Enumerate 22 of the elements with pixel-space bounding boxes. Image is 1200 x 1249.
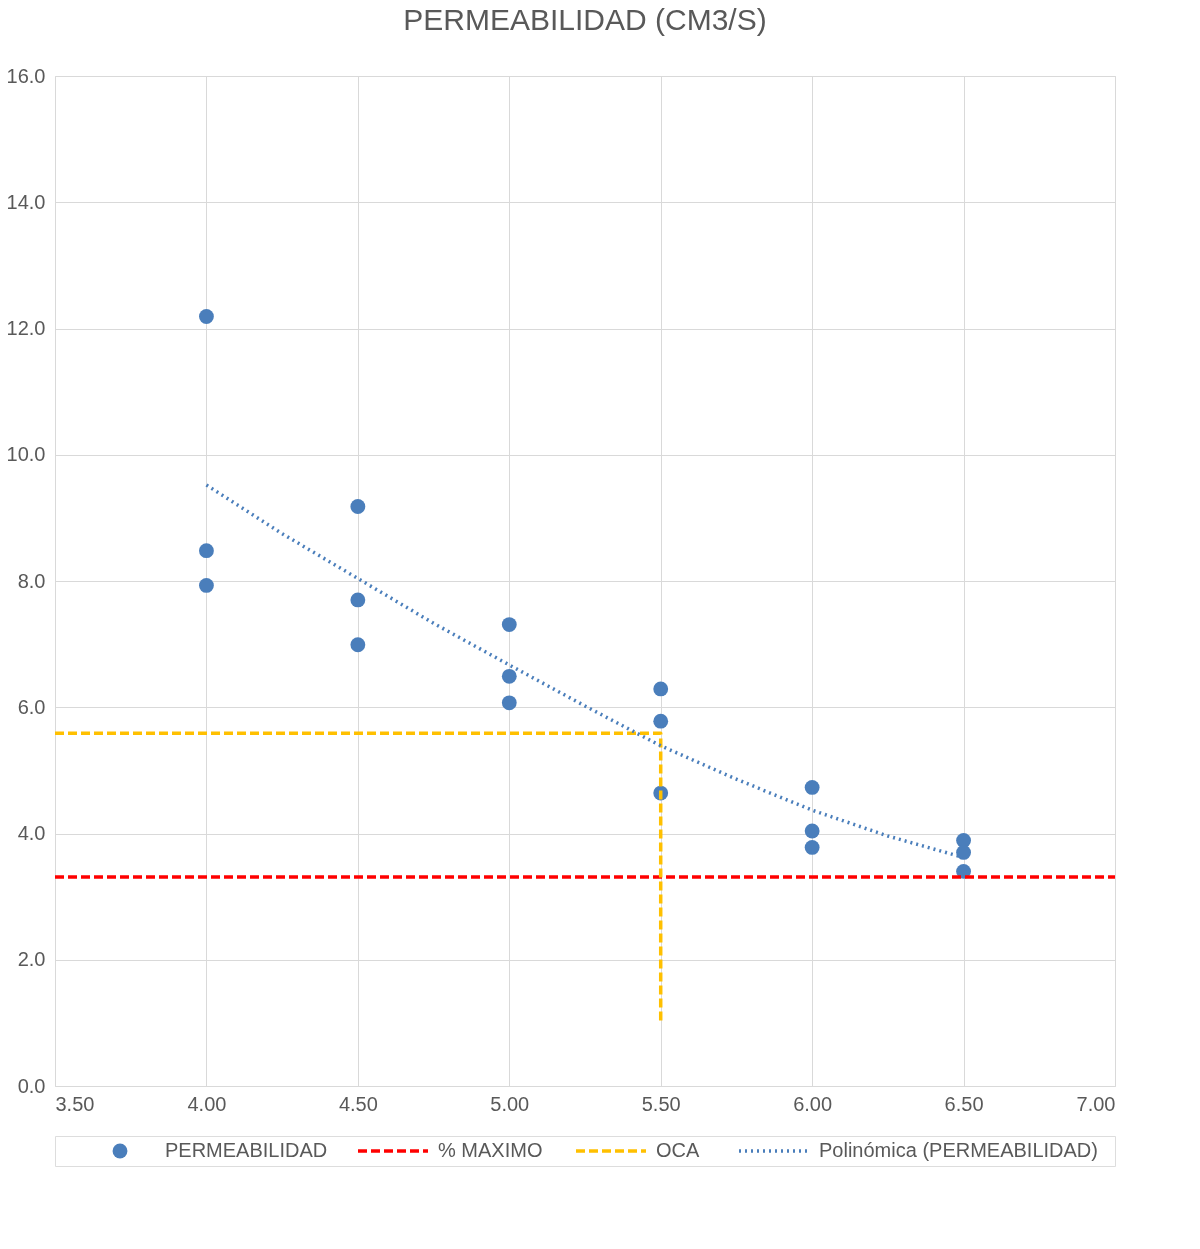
x-tick-label: 4.00 [187,1092,227,1115]
x-tick-label: 6.00 [793,1092,833,1115]
legend-label: Polinómica (PERMEABILIDAD) [819,1139,1098,1161]
y-tick-label: 14.0 [6,190,46,213]
y-tick-label: 12.0 [6,317,46,339]
y-tick-label: 16.0 [6,64,46,87]
legend-label: OCA [656,1139,700,1161]
x-tick-label: 6.50 [944,1092,984,1115]
x-tick-label: 7.00 [1076,1092,1116,1115]
legend-label: % MAXIMO [438,1139,543,1161]
x-tick-label: 3.50 [55,1092,95,1115]
y-tick-label: 2.0 [17,948,46,971]
x-tick-label: 5.00 [490,1092,530,1115]
x-tick-label: 4.50 [338,1092,378,1115]
y-tick-label: 10.0 [6,443,46,466]
chart-title: PERMEABILIDAD (CM3/S) [403,3,767,36]
y-tick-label: 8.0 [17,569,46,592]
y-tick-label: 4.0 [17,822,46,844]
y-tick-label: 6.0 [17,695,46,718]
legend-label: PERMEABILIDAD [165,1139,328,1161]
y-tick-label: 0.0 [17,1074,46,1097]
x-tick-label: 5.50 [641,1092,681,1115]
